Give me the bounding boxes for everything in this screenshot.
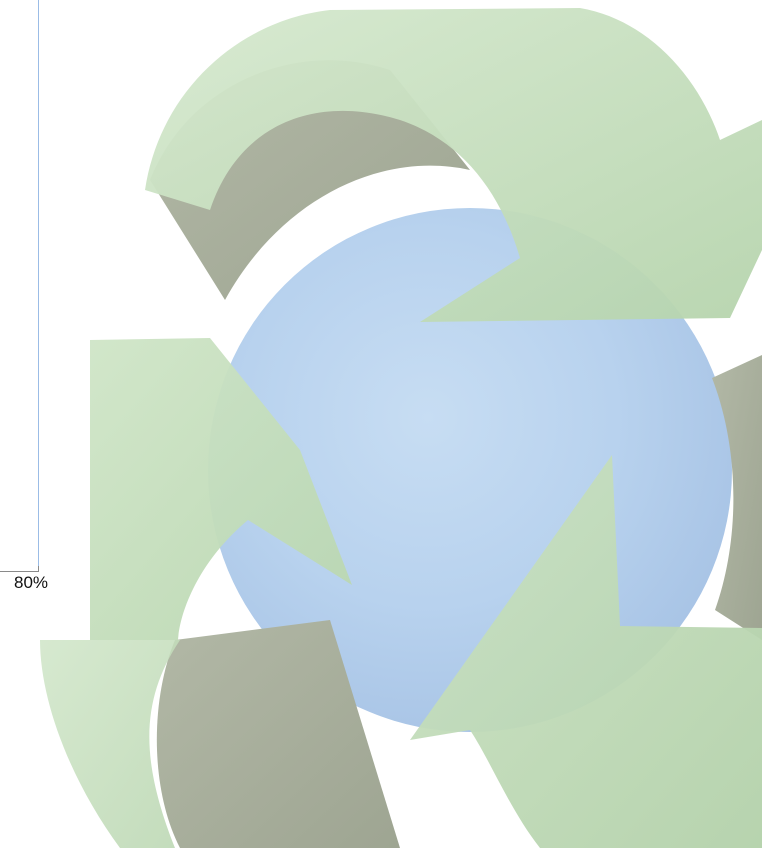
arrow-fold-bottom: [156, 620, 400, 848]
arrow-left-tail: [40, 640, 180, 848]
crop-mark-vertical: [38, 566, 39, 572]
arrow-fold-right: [712, 355, 762, 640]
page-margin-guide: [38, 0, 39, 572]
arrow-bottom: [410, 455, 762, 848]
zoom-value: 80%: [14, 573, 49, 592]
zoom-indicator: 80%: [0, 572, 90, 640]
arrow-top: [145, 8, 762, 322]
crop-mark-horizontal: [0, 571, 39, 572]
arrow-left: [90, 338, 352, 640]
